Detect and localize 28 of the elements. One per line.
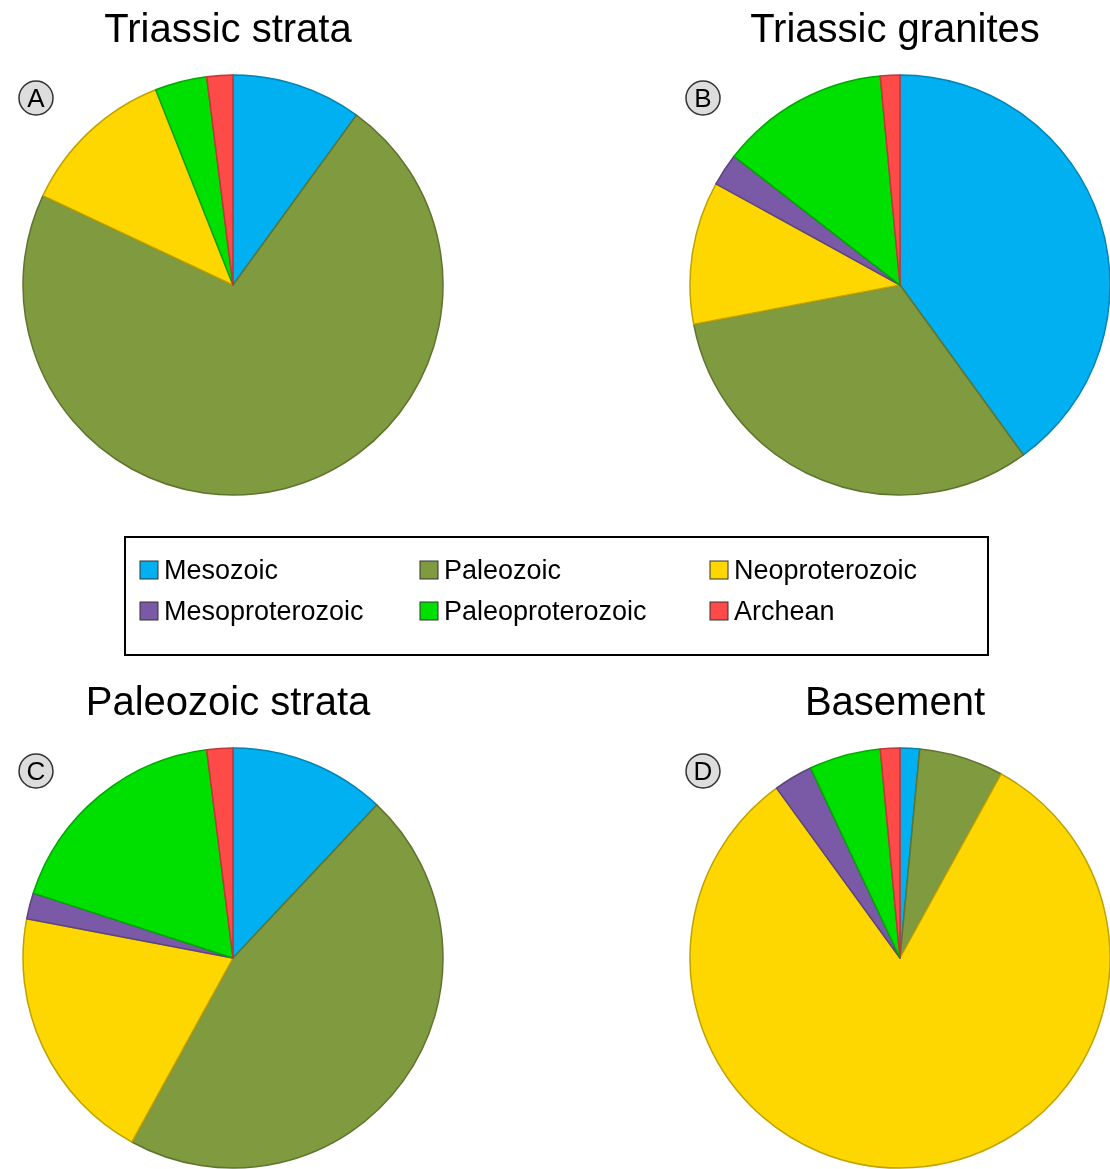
pie-slice [22, 917, 234, 1143]
chart-title: Triassic granites [750, 6, 1040, 50]
legend-label: Mesoproterozoic [164, 596, 364, 626]
text: A [27, 83, 46, 113]
text: C [26, 756, 46, 786]
pie-slice [879, 747, 901, 959]
text: D [693, 756, 713, 786]
pie-slice [154, 75, 234, 286]
pie-slice [692, 284, 1025, 496]
pie-slice [131, 804, 444, 1169]
legend-label: Paleozoic [444, 555, 562, 585]
text: B [694, 83, 712, 113]
legend-label: Paleoproterozoic [444, 596, 647, 626]
legend-label: Mesozoic [164, 555, 279, 585]
pie-slice [899, 74, 1110, 456]
chart-title: Basement [804, 679, 986, 723]
pie-slice [689, 183, 901, 326]
pie-slice [775, 767, 901, 959]
legend-label: Neoproterozoic [734, 555, 918, 585]
pie-slice [733, 75, 901, 286]
legend-label: Archean [734, 596, 835, 626]
chart-title: Triassic strata [104, 6, 353, 50]
pie-slice [809, 748, 901, 959]
pie-slice [22, 114, 444, 496]
chart-title: Paleozoic strata [85, 679, 372, 723]
pie-slice [879, 74, 901, 286]
pie-slice [205, 747, 234, 959]
pie-slice [205, 74, 234, 286]
